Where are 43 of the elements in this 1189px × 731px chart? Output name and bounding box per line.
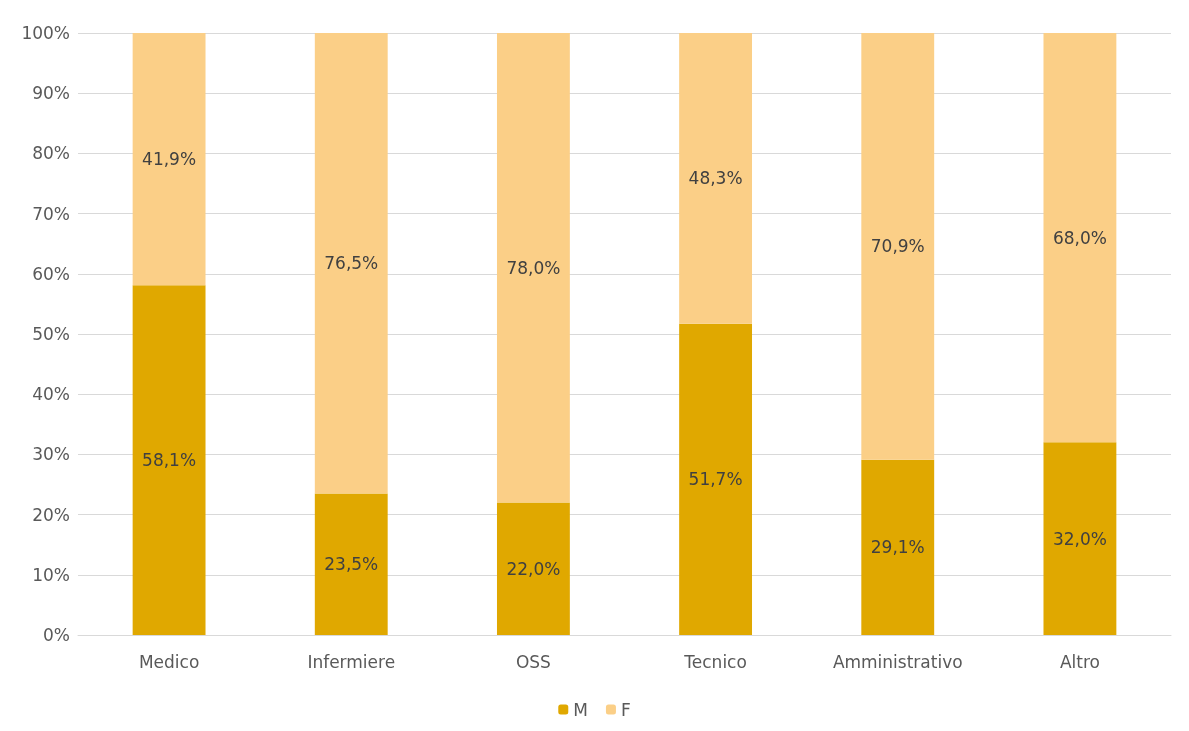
data-label: 78,0% bbox=[506, 257, 561, 278]
data-label: 29,1% bbox=[870, 537, 925, 558]
bar bbox=[679, 323, 753, 635]
y-tick-label: 60% bbox=[32, 263, 70, 284]
bar bbox=[1043, 442, 1117, 635]
x-tick-label: Infermiere bbox=[307, 651, 396, 672]
data-label: 32,0% bbox=[1052, 528, 1107, 549]
legend-label: F bbox=[620, 699, 631, 720]
bar bbox=[132, 285, 206, 635]
data-label: 68,0% bbox=[1052, 227, 1107, 248]
y-tick-label: 0% bbox=[43, 625, 70, 645]
data-label: 58,1% bbox=[142, 450, 197, 471]
y-tick-label: 70% bbox=[32, 203, 70, 224]
y-tick-label: 50% bbox=[32, 324, 70, 344]
y-tick-label: 40% bbox=[32, 384, 70, 405]
y-tick-label: 80% bbox=[32, 143, 70, 164]
bar bbox=[861, 33, 935, 460]
data-label: 70,9% bbox=[870, 236, 925, 257]
y-tick-label: 100% bbox=[21, 23, 70, 43]
data-label: 48,3% bbox=[688, 168, 743, 189]
y-tick-label: 20% bbox=[32, 504, 70, 525]
x-tick-label: Altro bbox=[1059, 651, 1100, 672]
data-label: 22,0% bbox=[506, 558, 561, 579]
bar bbox=[861, 459, 935, 635]
y-tick-label: 10% bbox=[32, 564, 70, 585]
x-tick-label: Amministrativo bbox=[832, 651, 963, 672]
y-tick-label: 30% bbox=[32, 444, 70, 465]
bar bbox=[496, 33, 570, 503]
data-label: 76,5% bbox=[324, 253, 379, 274]
legend-label: M bbox=[573, 699, 588, 720]
x-tick-label: OSS bbox=[515, 651, 551, 672]
data-label: 51,7% bbox=[688, 469, 743, 490]
x-tick-label: Tecnico bbox=[683, 651, 747, 672]
bar bbox=[132, 33, 206, 286]
bar bbox=[496, 502, 570, 635]
x-tick-label: Medico bbox=[138, 651, 200, 672]
data-label: 23,5% bbox=[324, 554, 379, 575]
bar bbox=[314, 493, 388, 635]
y-tick-label: 90% bbox=[32, 83, 70, 104]
data-label: 41,9% bbox=[142, 149, 197, 170]
bar bbox=[679, 33, 753, 324]
bar bbox=[314, 33, 388, 494]
bar bbox=[1043, 33, 1117, 443]
